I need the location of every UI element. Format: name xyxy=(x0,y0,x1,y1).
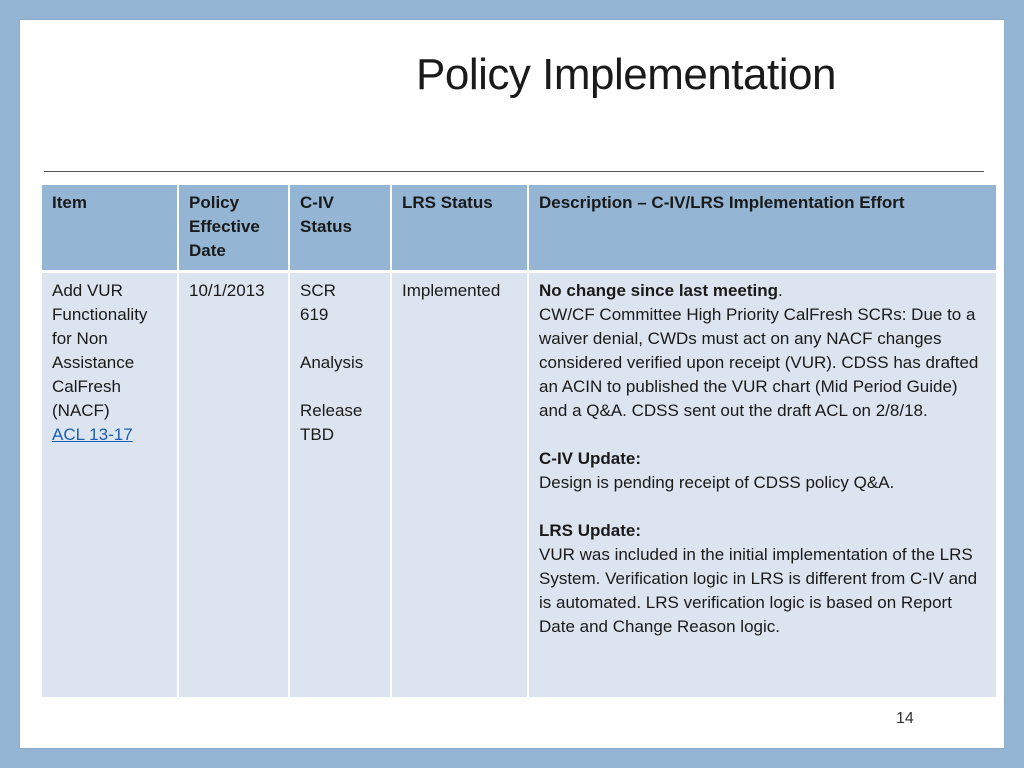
cell-policy-date: 10/1/2013 xyxy=(179,273,290,697)
civ-status-line: Release xyxy=(300,401,363,420)
civ-status-line: Analysis xyxy=(300,353,364,372)
header-civ-status: C-IV Status xyxy=(290,185,392,273)
header-lrs-status: LRS Status xyxy=(392,185,529,273)
cell-lrs-status: Implemented xyxy=(392,273,529,697)
policy-table: Item Policy Effective Date C-IV Status L… xyxy=(42,185,996,697)
header-item: Item xyxy=(42,185,179,273)
cell-civ-status: SCR 619 Analysis Release TBD xyxy=(290,273,392,697)
title-divider xyxy=(44,171,984,172)
cell-description: No change since last meeting. CW/CF Comm… xyxy=(529,273,996,697)
table-header-row: Item Policy Effective Date C-IV Status L… xyxy=(42,185,996,273)
lrs-update-text: VUR was included in the initial implemen… xyxy=(539,545,978,636)
page-title: Policy Implementation xyxy=(416,50,836,99)
civ-status-line: SCR xyxy=(300,281,336,300)
description-lead: No change since last meeting xyxy=(539,281,779,300)
cell-item: Add VUR Functionality for Non Assistance… xyxy=(42,273,179,697)
table-row: Add VUR Functionality for Non Assistance… xyxy=(42,273,996,697)
header-description: Description – C-IV/LRS Implementation Ef… xyxy=(529,185,996,273)
header-policy-date: Policy Effective Date xyxy=(179,185,290,273)
slide: Policy Implementation Item Policy Effect… xyxy=(20,20,1004,748)
civ-status-line: TBD xyxy=(300,425,334,444)
lrs-update-heading: LRS Update: xyxy=(539,521,641,540)
item-text: Add VUR Functionality for Non Assistance… xyxy=(52,281,148,420)
page-number: 14 xyxy=(896,710,914,727)
description-lead-punct: . xyxy=(778,281,783,300)
civ-update-text: Design is pending receipt of CDSS policy… xyxy=(539,473,895,492)
civ-update-heading: C-IV Update: xyxy=(539,449,641,468)
description-paragraph: CW/CF Committee High Priority CalFresh S… xyxy=(539,305,979,420)
civ-status-line: 619 xyxy=(300,305,329,324)
acl-link[interactable]: ACL 13-17 xyxy=(52,425,133,444)
